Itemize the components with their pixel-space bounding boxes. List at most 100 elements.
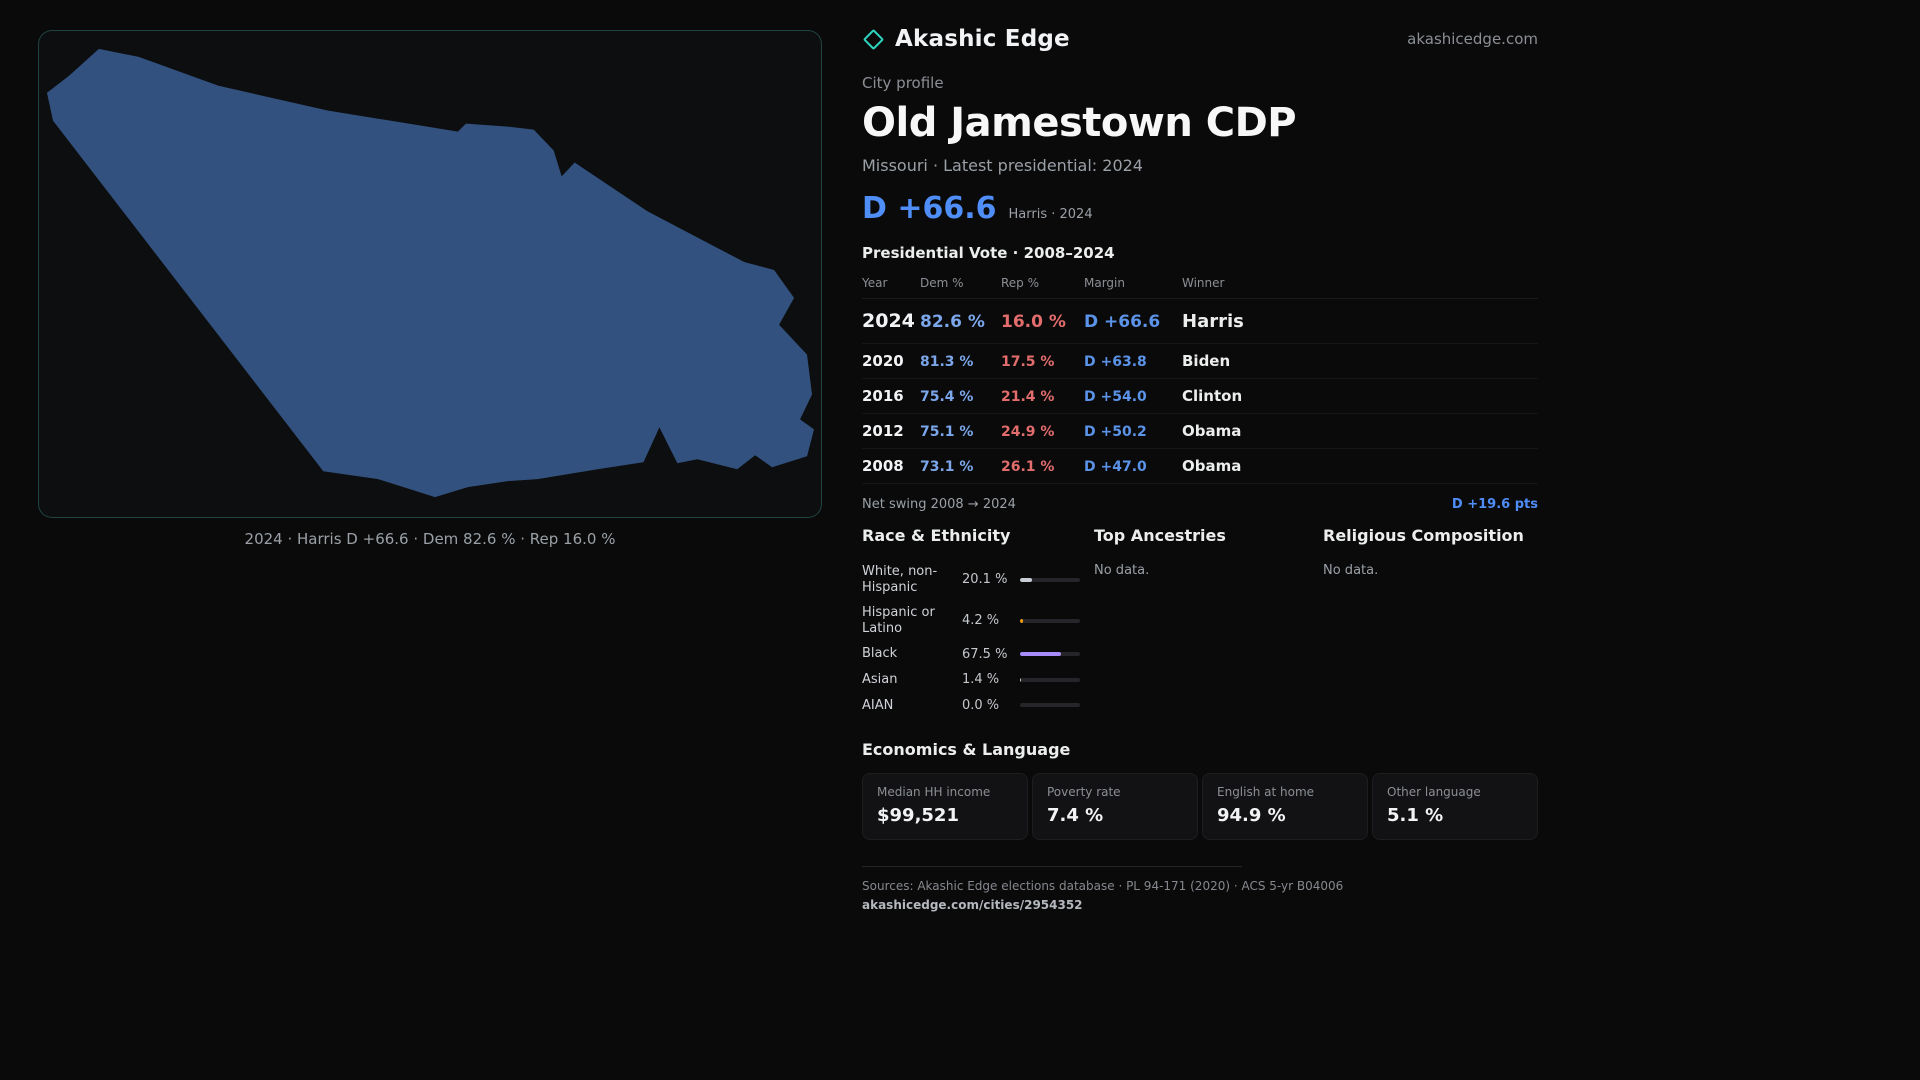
rep-value: 17.5 % — [1001, 354, 1055, 370]
race-value: 0.0 % — [962, 697, 1000, 713]
religion-title: Religious Composition — [1323, 526, 1524, 545]
col-year: Year — [862, 276, 888, 290]
ancestries-column: Top Ancestries No data. — [1094, 526, 1323, 718]
race-bar-fill — [1020, 577, 1033, 582]
stat-value: 5.1 % — [1387, 805, 1444, 827]
net-swing-label: Net swing 2008 → 2024 — [862, 497, 1016, 512]
table-row-2024: 2024 82.6 % 16.0 % D +66.6 Harris — [862, 299, 1538, 344]
col-dem: Dem % — [920, 276, 964, 290]
col-rep: Rep % — [1001, 276, 1040, 290]
permalink[interactable]: akashicedge.com/cities/2954352 — [862, 898, 1083, 913]
stat-label: Poverty rate — [1047, 785, 1121, 800]
year-value: 2024 — [862, 310, 915, 332]
rep-value: 24.9 % — [1001, 424, 1055, 440]
table-row-2012: 2012 75.1 % 24.9 % D +50.2 Obama — [862, 414, 1538, 449]
stat-other-language: Other language 5.1 % — [1372, 773, 1538, 841]
race-bar-track — [1020, 618, 1080, 623]
rep-value: 16.0 % — [1001, 312, 1066, 332]
vote-table-header: Year Dem % Rep % Margin Winner — [862, 272, 1538, 299]
race-row-aian: AIAN 0.0 % — [862, 693, 1094, 719]
dem-value: 75.4 % — [920, 389, 974, 405]
col-margin: Margin — [1084, 276, 1125, 290]
dem-value: 82.6 % — [920, 312, 985, 332]
winner-value: Clinton — [1182, 387, 1243, 405]
brand-header: Akashic Edge akashicedge.com — [862, 26, 1538, 52]
race-value: 20.1 % — [962, 572, 1008, 588]
year-value: 2020 — [862, 352, 904, 370]
race-label: Hispanic or Latino — [862, 605, 935, 636]
headline-margin-note: Harris · 2024 — [1008, 207, 1093, 222]
stat-english-at-home: English at home 94.9 % — [1202, 773, 1368, 841]
net-swing-row: Net swing 2008 → 2024 D +19.6 pts — [862, 486, 1538, 512]
brand-name: Akashic Edge — [895, 26, 1070, 52]
race-value: 1.4 % — [962, 672, 1000, 688]
race-bar-track — [1020, 577, 1080, 582]
page-subtitle: Missouri · Latest presidential: 2024 — [862, 156, 1143, 175]
race-value: 67.5 % — [962, 646, 1008, 662]
dem-value: 75.1 % — [920, 424, 974, 440]
winner-value: Obama — [1182, 457, 1242, 475]
map-caption: 2024 · Harris D +66.6 · Dem 82.6 % · Rep… — [244, 530, 616, 548]
margin-value: D +66.6 — [1084, 312, 1161, 332]
headline-margin-row: D +66.6 Harris · 2024 — [862, 191, 1538, 226]
race-row-asian: Asian 1.4 % — [862, 667, 1094, 693]
dem-value: 73.1 % — [920, 459, 974, 475]
demographics-section: Race & Ethnicity White, non-Hispanic 20.… — [862, 526, 1538, 718]
footer-divider — [862, 866, 1242, 868]
year-value: 2008 — [862, 457, 904, 475]
year-value: 2012 — [862, 422, 904, 440]
religion-column: Religious Composition No data. — [1323, 526, 1538, 718]
race-bar-fill — [1020, 677, 1021, 682]
map-panel — [38, 30, 822, 518]
race-bar-track — [1020, 677, 1080, 682]
economics-title: Economics & Language — [862, 740, 1071, 760]
race-ethnicity-title: Race & Ethnicity — [862, 526, 1011, 545]
race-bar-fill — [1020, 652, 1061, 657]
margin-value: D +54.0 — [1084, 389, 1147, 405]
ancestries-title: Top Ancestries — [1094, 526, 1226, 545]
sources-line: Sources: Akashic Edge elections database… — [862, 879, 1344, 894]
stat-label: English at home — [1217, 785, 1315, 800]
race-label: White, non-Hispanic — [862, 564, 938, 595]
stat-value: 7.4 % — [1047, 805, 1104, 827]
margin-value: D +47.0 — [1084, 459, 1147, 475]
margin-value: D +63.8 — [1084, 354, 1147, 370]
table-row-2008: 2008 73.1 % 26.1 % D +47.0 Obama — [862, 449, 1538, 484]
race-row-hispanic: Hispanic or Latino 4.2 % — [862, 600, 1094, 641]
stat-poverty-rate: Poverty rate 7.4 % — [1032, 773, 1198, 841]
race-row-white: White, non-Hispanic 20.1 % — [862, 559, 1094, 600]
race-bar-track — [1020, 703, 1080, 708]
headline-margin-value: D +66.6 — [862, 191, 997, 226]
kicker-label: City profile — [862, 74, 944, 92]
table-row-2020: 2020 81.3 % 17.5 % D +63.8 Biden — [862, 344, 1538, 379]
race-label: AIAN — [862, 697, 894, 713]
stat-label: Other language — [1387, 785, 1481, 800]
stat-label: Median HH income — [877, 785, 991, 800]
race-label: Asian — [862, 671, 898, 687]
race-ethnicity-column: Race & Ethnicity White, non-Hispanic 20.… — [862, 526, 1094, 718]
economics-stats: Median HH income $99,521 Poverty rate 7.… — [862, 773, 1538, 841]
stat-value: $99,521 — [877, 805, 959, 827]
race-value: 4.2 % — [962, 613, 1000, 629]
table-row-2016: 2016 75.4 % 21.4 % D +54.0 Clinton — [862, 379, 1538, 414]
page-title: Old Jamestown CDP — [862, 100, 1297, 146]
religion-empty: No data. — [1323, 563, 1379, 578]
city-boundary-map — [46, 48, 815, 498]
race-bar-fill — [1020, 618, 1023, 623]
map-column: 2024 · Harris D +66.6 · Dem 82.6 % · Rep… — [0, 0, 862, 1080]
winner-value: Biden — [1182, 352, 1231, 370]
net-swing-value: D +19.6 pts — [1451, 497, 1538, 512]
winner-value: Harris — [1182, 311, 1244, 332]
stat-median-income: Median HH income $99,521 — [862, 773, 1028, 841]
col-winner: Winner — [1182, 276, 1225, 290]
brand-diamond-icon — [862, 28, 885, 50]
brand-domain-link[interactable]: akashicedge.com — [1407, 30, 1538, 48]
race-row-black: Black 67.5 % — [862, 641, 1094, 667]
race-bar-track — [1020, 652, 1080, 657]
stat-value: 94.9 % — [1217, 805, 1286, 827]
winner-value: Obama — [1182, 422, 1242, 440]
vote-table: Year Dem % Rep % Margin Winner 2024 82.6… — [862, 272, 1538, 484]
race-label: Black — [862, 646, 898, 662]
city-boundary-shape — [46, 48, 815, 498]
